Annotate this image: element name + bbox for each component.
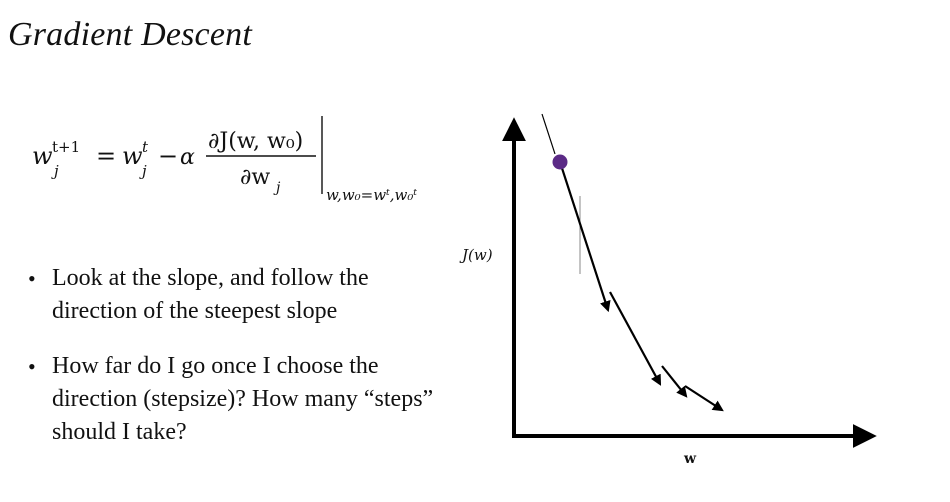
formula-alpha: α xyxy=(180,145,195,170)
formula-minus: − xyxy=(158,142,178,170)
formula-rhs-sup: t xyxy=(142,138,149,156)
x-axis-label: w xyxy=(683,451,697,467)
descent-step-2 xyxy=(609,291,662,386)
formula-eval-point: w,w₀=wᵗ,w₀ᵗ xyxy=(326,186,417,204)
update-rule-formula: w t+1 j = w t j − α ∂J(w, w₀) ∂w j w,w₀=… xyxy=(32,116,417,204)
descent-step-1 xyxy=(558,161,611,313)
bullet-item: • Look at the slope, and follow the dire… xyxy=(22,262,452,328)
formula-lhs-sub: j xyxy=(51,162,59,180)
y-axis-label: J(w) xyxy=(459,246,493,264)
descent-step-4 xyxy=(684,385,724,412)
bullet-dot: • xyxy=(28,354,36,379)
formula-lhs-w: w xyxy=(32,142,53,170)
bullet-list: • Look at the slope, and follow the dire… xyxy=(22,262,452,471)
formula-equals: = xyxy=(96,142,116,170)
tangent-line-top xyxy=(541,113,556,155)
formula-rhs-sub: j xyxy=(139,162,147,180)
descent-step-3 xyxy=(661,365,688,398)
gradient-descent-diagram: J(w) w xyxy=(459,113,877,467)
formula-numerator: ∂J(w, w₀) xyxy=(208,129,303,154)
bullet-text: How far do I go once I choose the direct… xyxy=(52,353,434,445)
bullet-item: • How far do I go once I choose the dire… xyxy=(22,350,452,449)
bullet-text: Look at the slope, and follow the direct… xyxy=(52,265,369,324)
formula-denominator: ∂w xyxy=(240,165,270,190)
formula-denominator-sub: j xyxy=(273,180,281,196)
start-point xyxy=(552,154,568,170)
slide-title: Gradient Descent xyxy=(8,16,252,53)
formula-rhs-w: w xyxy=(122,142,143,170)
bullet-dot: • xyxy=(28,266,36,291)
formula-lhs-sup: t+1 xyxy=(52,138,80,156)
